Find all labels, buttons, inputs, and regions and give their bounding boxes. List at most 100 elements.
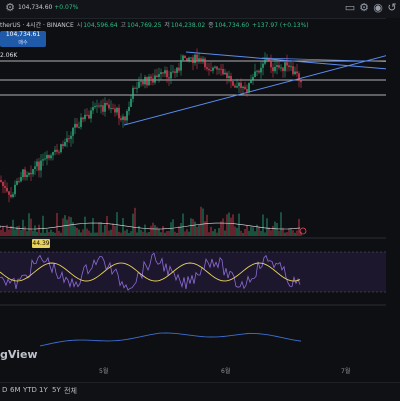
rsi-ma-line bbox=[0, 262, 301, 282]
volume-bar bbox=[250, 226, 252, 236]
candle-body bbox=[26, 174, 28, 178]
candle-body bbox=[274, 66, 276, 72]
x-tick-june: 6월 bbox=[221, 368, 231, 375]
x-tick-may: 5월 bbox=[99, 368, 109, 375]
candle-body bbox=[148, 76, 150, 86]
volume-bar bbox=[126, 229, 128, 236]
volume-bar bbox=[182, 213, 184, 236]
candle-body bbox=[68, 138, 70, 140]
volume-bar bbox=[46, 229, 48, 236]
candle-body bbox=[54, 149, 56, 152]
volume-bar bbox=[140, 230, 142, 236]
settings-icon[interactable]: ⚙ bbox=[5, 1, 15, 14]
candle-body bbox=[300, 79, 302, 83]
candle-body bbox=[178, 67, 180, 71]
candle-body bbox=[284, 62, 286, 72]
candle-body bbox=[102, 105, 104, 112]
volume-bar bbox=[272, 225, 274, 236]
change-value: +137.97 (+0.13%) bbox=[251, 22, 309, 29]
volume-bar bbox=[162, 226, 164, 236]
volume-bar bbox=[230, 217, 232, 236]
candle-body bbox=[106, 103, 108, 105]
range-button-1y[interactable]: 1Y bbox=[39, 386, 48, 394]
candle-body bbox=[118, 107, 120, 119]
top-change: +0.07% bbox=[54, 4, 79, 11]
volume-bar bbox=[280, 212, 282, 236]
candle-body bbox=[98, 105, 100, 107]
candle-body bbox=[14, 184, 16, 195]
volume-bar bbox=[118, 231, 120, 236]
price-tag[interactable]: 104,734.61 매수 bbox=[0, 31, 46, 47]
candle-body bbox=[114, 108, 116, 113]
volume-bar bbox=[52, 231, 54, 236]
candle-body bbox=[60, 144, 62, 153]
volume-bar bbox=[178, 226, 180, 236]
range-button-6m[interactable]: 6M bbox=[10, 386, 21, 394]
candle-body bbox=[294, 71, 296, 75]
window-icon[interactable]: ▭ bbox=[344, 1, 356, 14]
volume-bar bbox=[132, 213, 134, 236]
candle-body bbox=[168, 77, 170, 79]
volume-bar bbox=[8, 229, 10, 236]
volume-bar bbox=[150, 225, 152, 236]
candle-body bbox=[84, 114, 86, 120]
volume-bar bbox=[82, 229, 84, 236]
undo-icon[interactable]: ↺ bbox=[387, 1, 397, 14]
candle-body bbox=[266, 58, 268, 60]
camera-icon[interactable]: ◉ bbox=[373, 1, 383, 14]
volume-bar bbox=[134, 207, 136, 236]
candle-body bbox=[22, 169, 24, 178]
top-toolbar: ⚙ ▭ ⚙ ◉ ↺ 104,734.60 +0.07% bbox=[0, 0, 400, 19]
candle-body bbox=[30, 172, 32, 175]
time-axis[interactable]: 5월 6월 7월 bbox=[0, 366, 400, 378]
volume-bar bbox=[44, 232, 46, 236]
candle-body bbox=[262, 63, 264, 68]
volume-bar bbox=[276, 223, 278, 236]
volume-bar bbox=[110, 229, 112, 236]
range-button-all[interactable]: 전체 bbox=[64, 387, 77, 395]
candle-body bbox=[162, 72, 164, 74]
trendline-upper-2 bbox=[261, 57, 400, 63]
candle-body bbox=[62, 144, 64, 147]
symbol-title[interactable]: therUS · 4시간 · BINANCE bbox=[0, 22, 74, 29]
volume-bar bbox=[32, 230, 34, 236]
volume-bar bbox=[70, 217, 72, 236]
volume-bar bbox=[86, 228, 88, 236]
volume-bar bbox=[26, 231, 28, 236]
candle-body bbox=[208, 68, 210, 71]
candle-body bbox=[268, 58, 270, 61]
candle-body bbox=[298, 73, 300, 80]
candle-body bbox=[142, 80, 144, 85]
range-button-d[interactable]: D bbox=[2, 386, 8, 394]
candle-body bbox=[272, 67, 274, 72]
candle-body bbox=[198, 58, 200, 62]
volume-bar bbox=[226, 214, 228, 236]
volume-bar bbox=[0, 229, 2, 236]
candle-body bbox=[4, 186, 6, 188]
candle-body bbox=[132, 87, 134, 99]
candle-body bbox=[140, 80, 142, 82]
volume-bar bbox=[218, 227, 220, 236]
right-price-scale[interactable] bbox=[386, 18, 400, 382]
volume-bar bbox=[68, 216, 70, 236]
candle-body bbox=[166, 70, 168, 78]
volume-bar bbox=[248, 230, 250, 236]
volume-bar bbox=[20, 229, 22, 236]
candle-body bbox=[108, 104, 110, 109]
volume-bar bbox=[258, 226, 260, 236]
candle-body bbox=[66, 138, 68, 142]
candle-body bbox=[82, 117, 84, 120]
range-button-ytd[interactable]: YTD bbox=[23, 386, 37, 394]
volume-bar bbox=[14, 229, 16, 236]
volume-bar bbox=[22, 219, 24, 236]
close-value: 104,734.60 bbox=[214, 22, 250, 29]
gear-icon[interactable]: ⚙ bbox=[359, 1, 369, 14]
range-button-5y[interactable]: 5Y bbox=[52, 386, 61, 394]
volume-bar bbox=[48, 232, 50, 236]
candle-body bbox=[276, 65, 278, 67]
candle-body bbox=[126, 111, 128, 121]
volume-bar bbox=[168, 230, 170, 236]
volume-bar bbox=[144, 224, 146, 236]
trendline-lower bbox=[123, 51, 400, 126]
